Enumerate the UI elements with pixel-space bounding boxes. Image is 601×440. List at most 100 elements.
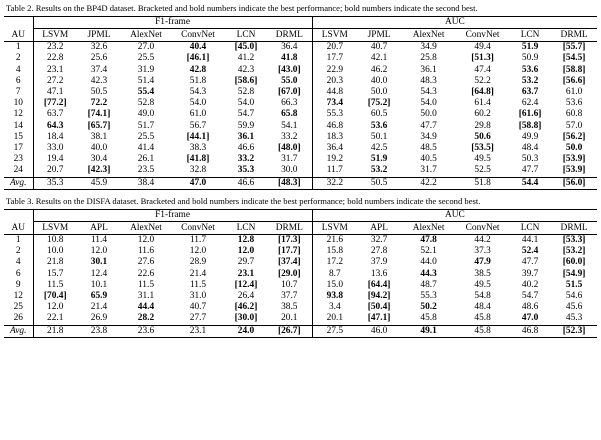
table3-cell: 31.1 bbox=[137, 291, 155, 302]
table3-cell: 47.8 bbox=[420, 235, 437, 246]
table3-cell: 44.0 bbox=[420, 257, 437, 268]
table2-cell: 32.8 bbox=[189, 165, 207, 176]
table2-cell: 53.6 bbox=[370, 120, 388, 131]
table2-cell: [58.8] bbox=[518, 120, 542, 131]
table2-cell: 51.4 bbox=[137, 75, 155, 86]
table3-cell: 30.1 bbox=[90, 257, 108, 268]
table2-cell: 37.4 bbox=[90, 64, 108, 75]
table2-cell: 48.4 bbox=[521, 143, 539, 154]
table3-cell: 1 bbox=[4, 234, 34, 247]
table2-group-auc: AUC bbox=[312, 16, 598, 30]
table2-cell: 60.2 bbox=[474, 109, 491, 120]
table3-cell: 47.7 bbox=[521, 257, 539, 268]
table2-cell: [53.9] bbox=[562, 165, 586, 176]
table3-avg-row: Avg. 21.8 23.8 23.6 23.1 24.0 [26.7] 27.5 46.0 49… bbox=[4, 325, 598, 338]
table3-row: 12 [70.4] 65.9 31.1 31.0 26.4 37.7 93.8 [94.2] 55… bbox=[4, 291, 597, 303]
table3-row: 25 12.0 21.4 44.4 40.7 [46.2] 38.5 3.4 [50.4] 50.… bbox=[4, 302, 597, 314]
table3-cell: 48.7 bbox=[420, 279, 437, 290]
table2-cell: 41.2 bbox=[237, 53, 255, 64]
table2-row: 14 64.3 [65.7] 51.7 56.7 59.9 54.1 46.8 53.6 47.7… bbox=[4, 120, 597, 132]
table3-col-header: APL bbox=[90, 223, 108, 234]
table3-col-header: DRML bbox=[560, 223, 588, 234]
table3-cell: [50.4] bbox=[367, 302, 391, 313]
table2-cell: 50.0 bbox=[565, 143, 583, 154]
table2-cell: 49.9 bbox=[521, 131, 539, 142]
table3-cell: 45.8 bbox=[474, 313, 491, 324]
table2-cell: 22.9 bbox=[326, 64, 344, 75]
table2-row: 10 [77.2] 72.2 52.8 54.0 54.0 66.3 73.4 [75.2] 54… bbox=[4, 98, 597, 110]
table2-cell: 18.3 bbox=[326, 131, 344, 142]
table3-cell: 15.8 bbox=[326, 246, 344, 257]
table2-cell: 23 bbox=[4, 154, 34, 166]
table2-cell: 54.0 bbox=[237, 98, 255, 109]
table3-cell: 47.0 bbox=[521, 313, 539, 324]
table2-cell: [54.5] bbox=[562, 53, 586, 64]
table2-cell: 61.0 bbox=[189, 109, 207, 120]
table2-cell: 61.0 bbox=[565, 87, 583, 98]
table2-cell: 27.2 bbox=[47, 75, 64, 86]
table3-cell: [64.4] bbox=[367, 279, 391, 290]
table2-cell: [58.8] bbox=[562, 64, 586, 75]
table3-row: 2 10.0 12.0 11.6 12.0 12.0 [17.7] 15.8 27.8 52.1 3… bbox=[4, 246, 597, 258]
table3-avg-cell: 46.0 bbox=[370, 325, 388, 336]
table3-cell: [70.4] bbox=[43, 291, 67, 302]
table3-row: 9 11.5 10.1 11.5 11.5 [12.4] 10.7 15.0 [64.4] 48.… bbox=[4, 279, 597, 292]
table3-cell: 47.9 bbox=[474, 257, 491, 268]
table2-cell: [55.7] bbox=[562, 42, 586, 53]
table2-cell: 72.2 bbox=[90, 98, 108, 109]
table2-body: 1 23.2 32.6 27.0 40.4 [45.0] 36.4 20.7 40.7 34.9 4… bbox=[4, 41, 598, 190]
table3-cell: 52.1 bbox=[420, 246, 437, 257]
table3-cell: [60.0] bbox=[562, 257, 586, 268]
table2-cell: 38.1 bbox=[90, 131, 108, 142]
table3-cell: 40.2 bbox=[521, 279, 539, 290]
table2-cell: 36.4 bbox=[267, 41, 313, 54]
table2-row: 12 63.7 [74.1] 49.0 61.0 54.7 65.8 55.3 60.5 50.0… bbox=[4, 109, 597, 121]
table2-cell: 22.8 bbox=[47, 53, 64, 64]
table3-cell: 48.4 bbox=[474, 302, 491, 313]
table3-cell: 51.5 bbox=[565, 279, 583, 290]
table2-cell: 33.2 bbox=[267, 131, 313, 144]
table3-avg-cell: 21.8 bbox=[47, 325, 64, 336]
table2-cell: 50.1 bbox=[370, 131, 388, 142]
table3-group-f1: F1-frame bbox=[33, 209, 313, 223]
table2-cell: 40.0 bbox=[90, 143, 108, 154]
table2-cell: 36.1 bbox=[420, 64, 437, 75]
table2-col-header: AU bbox=[4, 28, 34, 42]
table3-col-header: ConvNet bbox=[465, 223, 500, 234]
table2-cell: [56.6] bbox=[562, 75, 586, 86]
table2-cell: 41.8 bbox=[267, 53, 313, 65]
table3-cell: 48.6 bbox=[521, 302, 539, 313]
table2-avg-cell: 35.3 bbox=[47, 177, 64, 188]
table2-cell: 51.9 bbox=[370, 154, 388, 165]
table3-cell: 21.8 bbox=[47, 257, 64, 268]
table2-cell: 65.8 bbox=[267, 109, 313, 121]
table2-cell: [77.2] bbox=[43, 98, 67, 109]
table2-cell: 59.9 bbox=[237, 120, 255, 131]
table3-cell: 26.9 bbox=[90, 313, 108, 324]
table2-cell: [43.0] bbox=[267, 64, 313, 76]
table3-cell: 45.3 bbox=[565, 313, 583, 324]
table2-cell: 47.7 bbox=[521, 165, 539, 176]
table2-cell: 36.1 bbox=[237, 131, 255, 142]
table2-cell: 53.6 bbox=[565, 98, 583, 109]
table3-cell: [53.2] bbox=[562, 246, 586, 257]
table2-cell: 51.8 bbox=[189, 75, 207, 86]
table3-cell: 23.1 bbox=[237, 268, 255, 279]
table3-cell: 28.9 bbox=[189, 257, 207, 268]
table3-cell: 25 bbox=[4, 302, 34, 314]
table2-row: 6 27.2 42.3 51.4 51.8 [58.6] 55.0 20.3 40.0 48.3 5… bbox=[4, 75, 597, 88]
table2-cell: 30.0 bbox=[267, 165, 313, 178]
table2-cell: 50.3 bbox=[521, 154, 539, 165]
table3-avg-cell: Avg. bbox=[4, 325, 34, 338]
table3-cell: 37.3 bbox=[474, 246, 491, 257]
table2-avg-cell: 51.8 bbox=[474, 177, 491, 188]
table2-cell: 31.7 bbox=[267, 154, 313, 166]
table3-cell: 11.6 bbox=[137, 246, 155, 257]
table3-col-header: AlexNet bbox=[130, 223, 162, 234]
table2-cell: 63.7 bbox=[47, 109, 64, 120]
table3-cell: 44.4 bbox=[137, 302, 155, 313]
table3-avg-cell: [52.3] bbox=[562, 325, 586, 336]
table2-cell: 40.5 bbox=[420, 154, 437, 165]
table3-avg-cell: 23.8 bbox=[90, 325, 108, 336]
table2-cell: 54.0 bbox=[189, 98, 207, 109]
